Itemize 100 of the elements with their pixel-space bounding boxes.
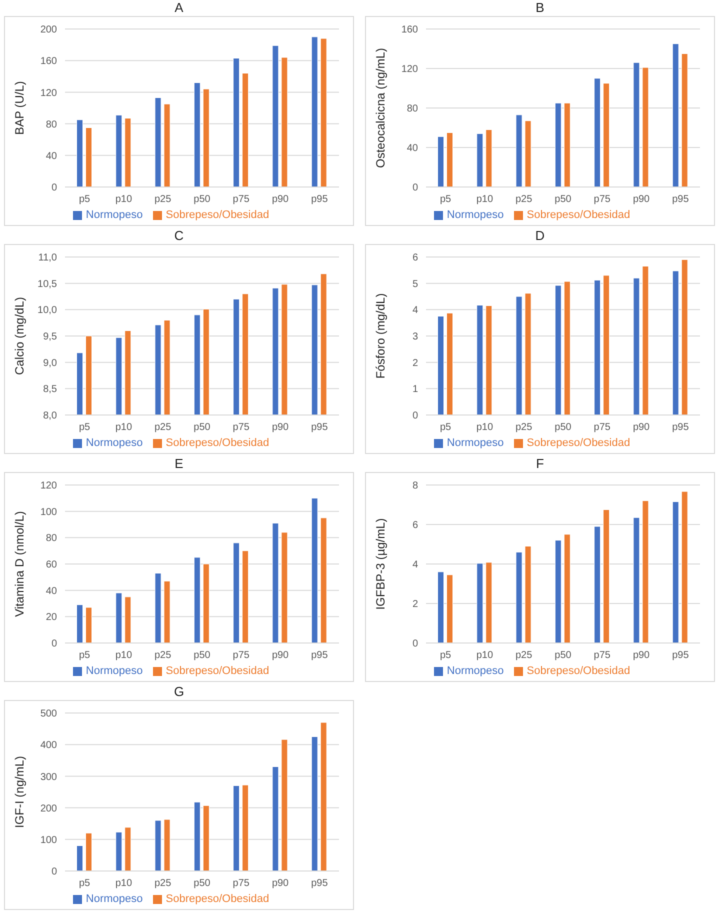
bar — [194, 82, 200, 187]
y-tick-label: 10,0 — [38, 305, 58, 316]
y-tick-label: 120 — [40, 480, 58, 492]
x-tick-label: p90 — [272, 878, 290, 890]
x-tick-label: p95 — [672, 650, 690, 662]
x-tick-label: p10 — [476, 650, 494, 662]
y-tick-label: 100 — [40, 834, 58, 846]
y-tick-label: 80 — [46, 533, 58, 544]
bar — [564, 534, 570, 643]
bar — [486, 562, 492, 643]
legend-label: Sobrepeso/Obesidad — [166, 665, 270, 677]
bar — [554, 102, 562, 187]
bar — [633, 517, 640, 643]
y-tick-label: 20 — [46, 612, 58, 624]
bar — [633, 62, 640, 187]
y-tick-label: 120 — [401, 64, 418, 76]
x-tick-label: p50 — [554, 650, 572, 662]
bar — [681, 259, 688, 415]
x-tick-label: p50 — [554, 422, 572, 434]
bar — [311, 736, 318, 871]
bar — [202, 88, 210, 187]
x-tick-label: p75 — [594, 194, 611, 206]
x-tick-label: p90 — [632, 422, 650, 434]
legend-label: Normopeso — [86, 437, 143, 449]
x-tick-label: p90 — [272, 194, 290, 206]
x-tick-label: p90 — [632, 650, 650, 662]
bar — [242, 784, 249, 871]
x-tick-label: p95 — [311, 650, 328, 662]
bar — [311, 498, 318, 643]
bar — [486, 129, 492, 187]
bar — [164, 104, 170, 187]
x-tick-label: p10 — [115, 650, 132, 662]
legend-label: Sobrepeso/Obesidad — [526, 437, 630, 449]
x-tick-label: p25 — [154, 650, 172, 662]
x-tick-label: p95 — [311, 422, 328, 434]
legend-label: Sobrepeso/Obesidad — [166, 209, 270, 221]
bar — [194, 557, 200, 643]
x-tick-label: p75 — [232, 422, 250, 434]
chart-title: C — [173, 228, 185, 244]
y-tick-label: 3 — [412, 332, 418, 343]
x-tick-label: p25 — [516, 422, 533, 434]
bar — [311, 36, 318, 187]
x-tick-label: p5 — [440, 194, 452, 206]
bar — [672, 270, 679, 415]
y-tick-label: 300 — [40, 772, 58, 783]
y-tick-label: 2 — [412, 599, 418, 610]
bar — [594, 78, 601, 187]
bar — [116, 832, 122, 871]
bar — [642, 500, 649, 643]
bar — [446, 132, 453, 187]
bar — [76, 604, 83, 643]
bar — [202, 564, 210, 643]
bar — [233, 542, 240, 643]
y-tick-label: 100 — [40, 506, 58, 518]
y-tick-label: 8 — [412, 480, 418, 492]
y-tick-label: 0 — [412, 182, 418, 194]
bar — [76, 845, 83, 871]
bar — [476, 563, 484, 643]
bar — [476, 133, 484, 187]
x-tick-label: p50 — [194, 878, 211, 890]
x-tick-label: p90 — [272, 422, 290, 434]
y-tick-label: 160 — [401, 24, 418, 36]
bar — [516, 114, 522, 187]
x-tick-label: p5 — [79, 650, 91, 662]
x-tick-label: p25 — [154, 878, 172, 890]
bar — [116, 592, 122, 643]
bar — [242, 72, 249, 187]
x-tick-label: p10 — [115, 422, 132, 434]
bar — [524, 293, 532, 415]
bar — [681, 491, 688, 643]
y-tick-label: 8,5 — [43, 384, 58, 396]
bar — [524, 546, 532, 643]
y-tick-label: 9,5 — [43, 332, 58, 343]
bar — [85, 607, 92, 643]
legend-label: Normopeso — [86, 209, 143, 221]
x-tick-label: p10 — [476, 194, 494, 206]
x-tick-label: p75 — [594, 422, 611, 434]
bar — [437, 316, 444, 415]
bar — [320, 518, 327, 643]
y-axis-title: IGFBP-3 (µg/mL) — [373, 518, 388, 610]
y-axis-title: Vitamina D (nmol/L) — [12, 511, 26, 617]
bar — [202, 805, 210, 871]
bar — [194, 802, 200, 871]
x-tick-label: p5 — [440, 650, 452, 662]
x-tick-label: p95 — [311, 194, 328, 206]
y-tick-label: 400 — [40, 740, 58, 752]
bar — [437, 572, 444, 643]
x-tick-label: p50 — [194, 194, 211, 206]
bar — [446, 312, 453, 415]
bar — [554, 285, 562, 415]
y-tick-label: 9,0 — [43, 358, 58, 369]
bar — [124, 827, 132, 871]
y-tick-label: 0 — [51, 182, 58, 194]
bar — [642, 266, 649, 415]
legend-label: Normopeso — [86, 893, 143, 905]
chart-title: E — [174, 456, 184, 472]
y-tick-label: 6 — [412, 520, 418, 532]
y-tick-label: 11,0 — [38, 252, 58, 264]
bar — [85, 128, 92, 187]
bar — [446, 574, 453, 643]
